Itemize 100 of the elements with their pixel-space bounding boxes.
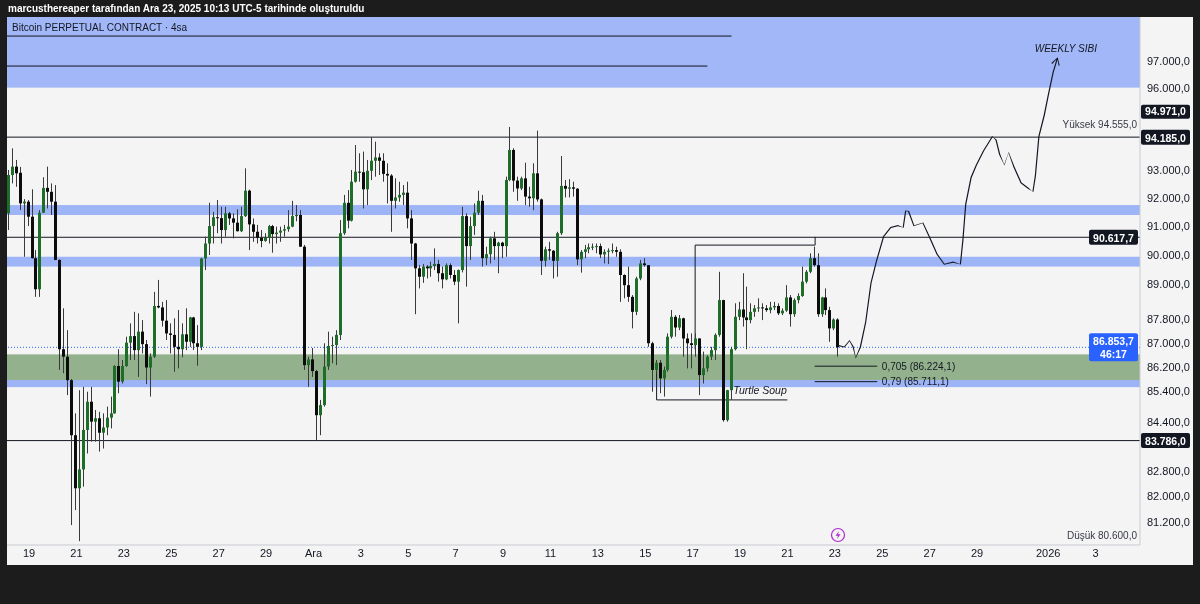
candlestick (291, 200, 294, 228)
candlestick (335, 329, 338, 366)
x-tick-label: 17 (686, 546, 699, 559)
candlestick (106, 406, 109, 436)
x-tick-label: 5 (405, 546, 412, 559)
candlestick (66, 329, 69, 396)
candlestick (125, 336, 128, 368)
candlestick (714, 332, 717, 361)
candlestick (185, 307, 188, 351)
y-tick-label: 86.200,0 (1147, 360, 1190, 373)
candlestick (347, 189, 350, 229)
x-tick-label: 29 (259, 546, 273, 559)
x-tick-label: 15 (639, 546, 652, 559)
candlestick (682, 317, 685, 358)
candlestick (813, 246, 816, 268)
y-tick-label: 89.000,0 (1147, 277, 1190, 290)
candlestick (473, 202, 476, 236)
candlestick (129, 322, 132, 361)
x-tick-label: 27 (212, 546, 225, 559)
candlestick (137, 312, 140, 378)
candlestick (544, 246, 547, 268)
candlestick (374, 141, 377, 178)
ref-line-label: 94.185,0 (1145, 131, 1187, 144)
y-tick-label: 96.000,0 (1147, 81, 1190, 94)
x-tick-label: 7 (452, 546, 459, 559)
y-tick-label: 90.000,0 (1147, 248, 1190, 261)
candlestick (749, 302, 752, 324)
candlestick (133, 311, 136, 361)
candlestick (366, 159, 369, 206)
candlestick (686, 332, 689, 369)
candlestick (801, 266, 804, 298)
candlestick (552, 249, 555, 279)
y-tick-label: 87.800,0 (1147, 313, 1190, 326)
y-tick-label: 82.800,0 (1147, 465, 1190, 478)
y-tick-label: 84.400,0 (1147, 415, 1190, 428)
candlestick (694, 332, 697, 358)
candlestick (493, 231, 496, 261)
candlestick (418, 264, 421, 289)
candlestick (173, 317, 176, 373)
candlestick (568, 178, 571, 198)
candlestick (354, 144, 357, 184)
candlestick (627, 266, 630, 303)
x-tick-label: 27 (923, 546, 936, 559)
chart-title: Bitcoin PERPETUAL CONTRACT · 4sa (12, 21, 188, 33)
series-label: 0,705 (86.224,1) (881, 360, 956, 372)
candlestick (271, 224, 274, 254)
candlestick (232, 212, 235, 239)
candlestick (789, 294, 792, 328)
candlestick (362, 151, 365, 209)
candlestick (50, 182, 53, 216)
candlestick (145, 339, 148, 385)
candlestick (165, 299, 168, 341)
x-tick-label: 25 (165, 546, 178, 559)
y-tick-label: 85.400,0 (1147, 385, 1190, 397)
candlestick (121, 359, 124, 385)
candlestick (169, 322, 172, 354)
candlestick (62, 307, 65, 374)
candlestick (548, 241, 551, 261)
x-tick-label: 23 (117, 546, 130, 559)
ref-line-label: 83.786,0 (1145, 435, 1187, 448)
candlestick (619, 248, 622, 303)
candlestick (437, 259, 440, 283)
candlestick (204, 236, 207, 271)
candlestick (761, 302, 764, 321)
candlestick (378, 152, 381, 176)
series-label: 0,79 (85.711,1) (881, 376, 949, 388)
candlestick (98, 411, 101, 453)
candlestick (757, 297, 760, 313)
candlestick (141, 319, 144, 354)
candlestick (311, 347, 314, 378)
candlestick (11, 147, 14, 184)
candlestick (319, 399, 322, 436)
x-tick-label: 25 (876, 546, 889, 559)
candlestick (702, 351, 705, 385)
x-tick-label: 3 (1092, 546, 1099, 559)
annotation: Yüksek 94.555,0 (1062, 119, 1138, 130)
candlestick (441, 266, 444, 289)
candlestick (181, 322, 184, 358)
candlestick (809, 252, 812, 274)
candlestick (295, 204, 298, 222)
y-tick-label: 92.000,0 (1147, 191, 1190, 204)
candlestick (469, 216, 472, 261)
candlestick (828, 306, 831, 343)
candlestick (382, 152, 385, 183)
candlestick (208, 202, 211, 256)
candlestick (738, 301, 741, 321)
x-tick-label: 21 (70, 546, 83, 559)
candlestick (90, 386, 93, 443)
candlestick (524, 162, 527, 206)
y-tick-label: 97.000,0 (1147, 54, 1190, 67)
candlestick (252, 217, 255, 243)
text: 94.971,0 (1145, 105, 1187, 118)
candlestick (457, 268, 460, 324)
candlestick (149, 352, 152, 398)
candlestick (220, 206, 223, 245)
candlestick (94, 409, 97, 443)
candlestick (674, 314, 677, 338)
candlestick (256, 224, 259, 245)
candlestick (639, 259, 642, 281)
candlestick (102, 412, 105, 450)
